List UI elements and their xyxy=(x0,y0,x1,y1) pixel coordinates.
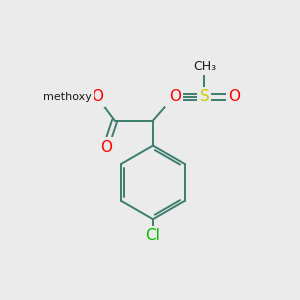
Text: O: O xyxy=(168,89,180,104)
Text: O: O xyxy=(100,140,112,154)
Text: O: O xyxy=(228,89,240,104)
Text: methoxy: methoxy xyxy=(43,92,92,102)
Text: S: S xyxy=(200,89,209,104)
Text: O: O xyxy=(169,89,181,104)
Text: O: O xyxy=(91,89,103,104)
Text: Cl: Cl xyxy=(146,228,160,243)
Text: CH₃: CH₃ xyxy=(193,60,216,73)
